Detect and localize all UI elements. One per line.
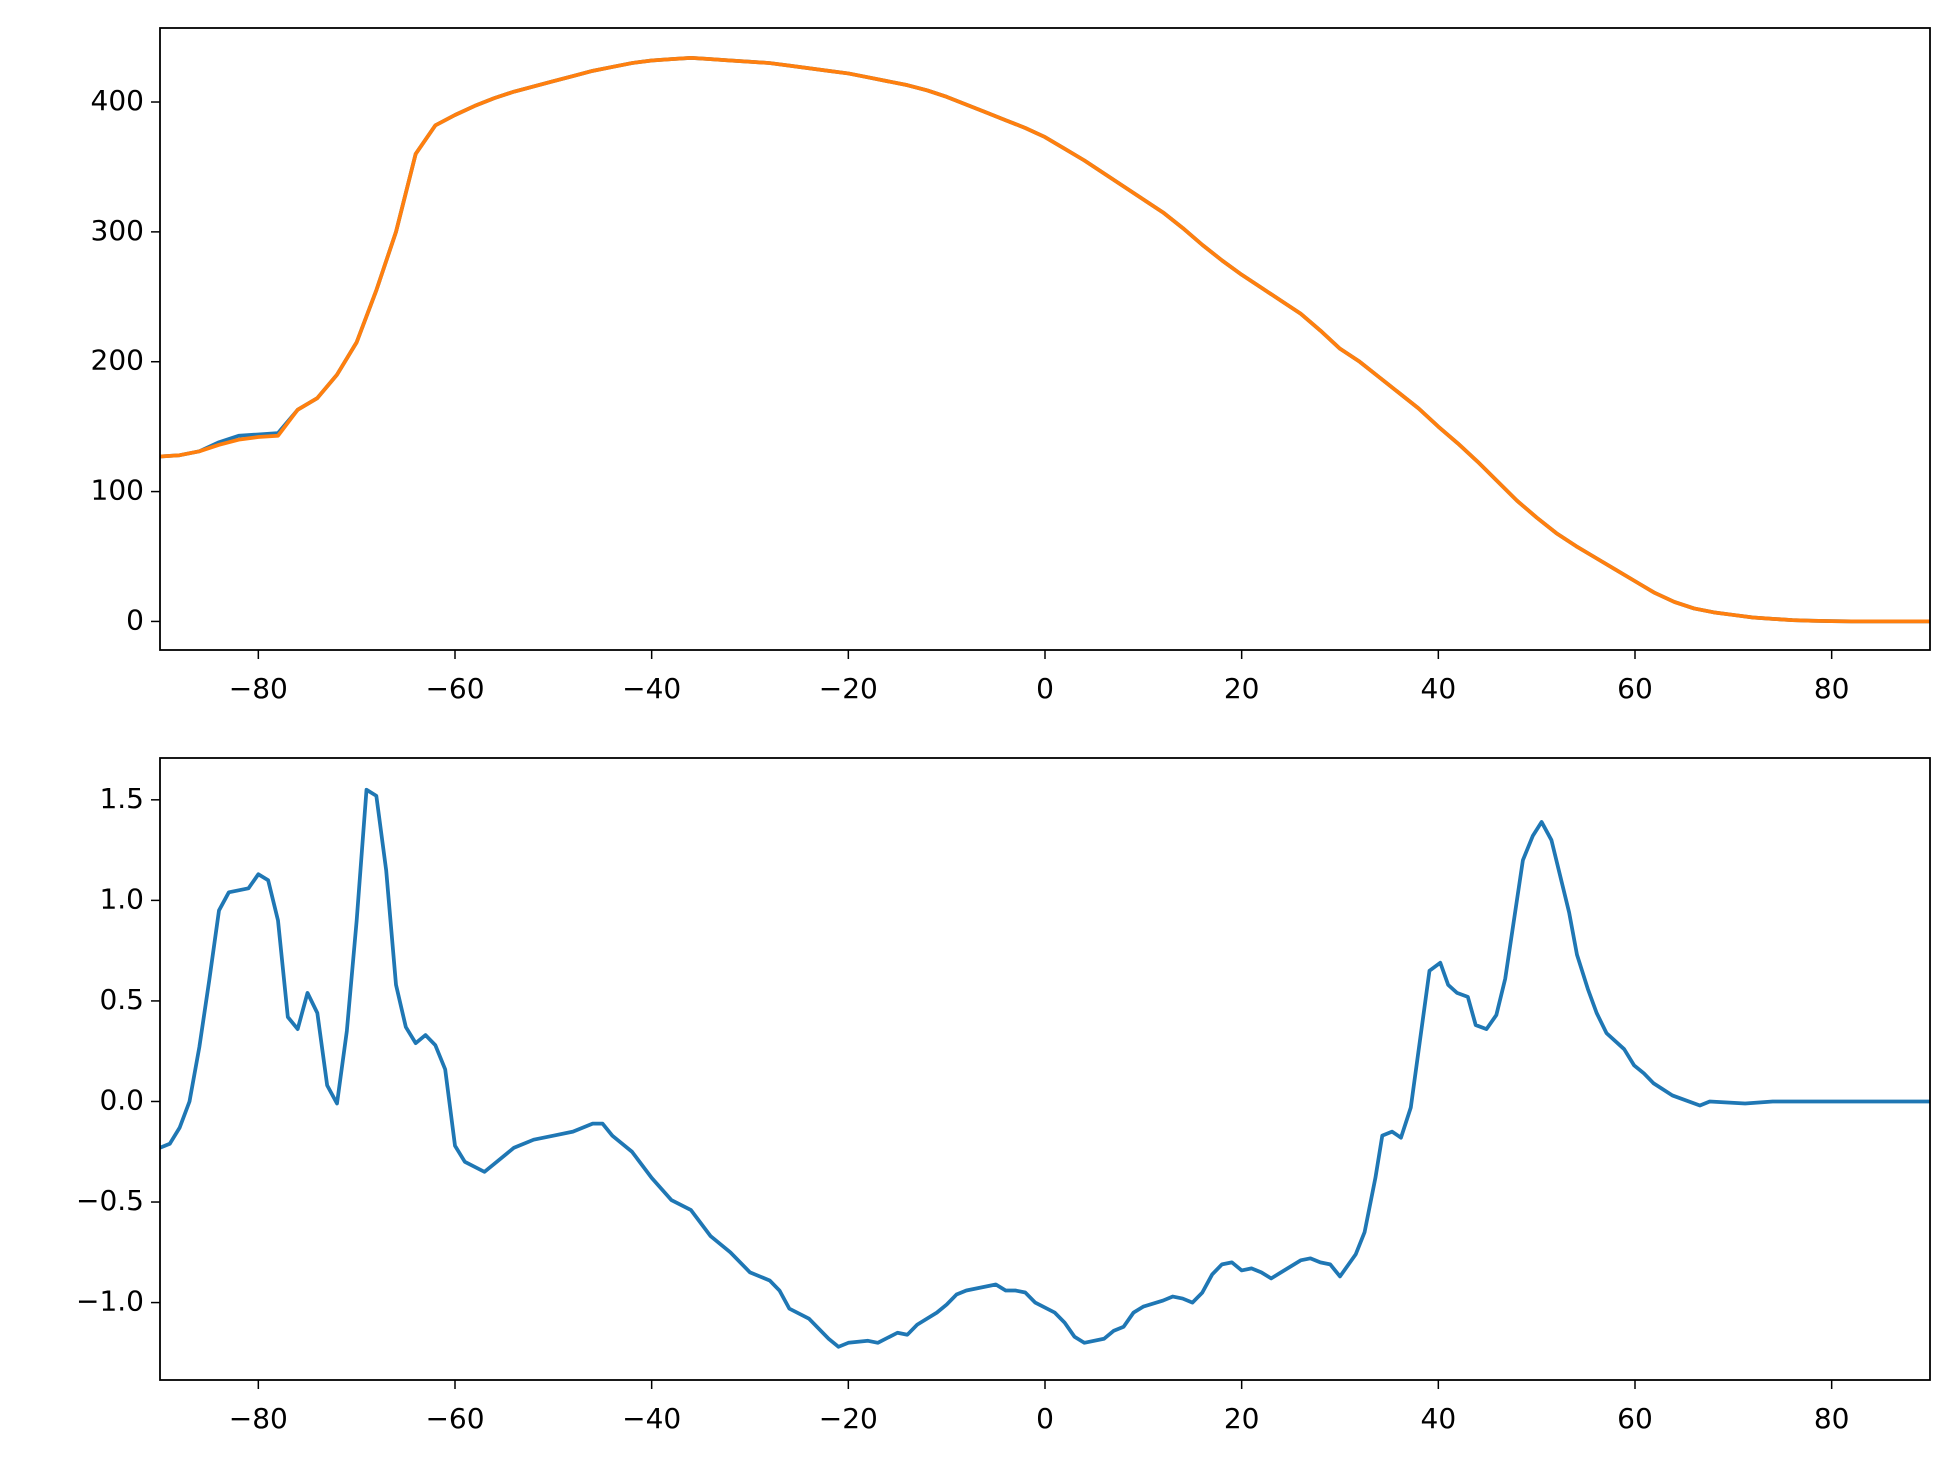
- y-tick-label: −0.5: [76, 1184, 144, 1217]
- x-tick-label: 0: [1036, 1402, 1054, 1435]
- y-tick-label: 300: [91, 214, 144, 247]
- y-tick-label: 1.5: [99, 782, 144, 815]
- x-tick-label: −20: [819, 672, 878, 705]
- axes-frame: [159, 757, 1931, 1381]
- x-tick-label: 60: [1617, 1402, 1653, 1435]
- y-tick-label: −1.0: [76, 1285, 144, 1318]
- x-tick-label: −80: [229, 1402, 288, 1435]
- x-tick-label: −60: [425, 1402, 484, 1435]
- data-line: [160, 787, 1930, 1349]
- axes-frame: [159, 27, 1931, 651]
- y-tick-label: 1.0: [99, 882, 144, 915]
- x-tick-label: 60: [1617, 672, 1653, 705]
- x-tick-label: −40: [622, 672, 681, 705]
- x-tick-label: 40: [1421, 1402, 1457, 1435]
- data-line: [160, 55, 1930, 624]
- x-tick-label: 80: [1814, 1402, 1850, 1435]
- y-tick-label: 0.0: [99, 1083, 144, 1116]
- x-tick-label: 80: [1814, 672, 1850, 705]
- x-tick-label: 0: [1036, 672, 1054, 705]
- y-tick-label: 200: [91, 344, 144, 377]
- x-tick-label: 20: [1224, 672, 1260, 705]
- y-tick-label: 400: [91, 84, 144, 117]
- x-tick-label: −60: [425, 672, 484, 705]
- y-tick-label: 100: [91, 474, 144, 507]
- x-tick-label: 20: [1224, 1402, 1260, 1435]
- y-tick-label: 0: [126, 603, 144, 636]
- x-tick-label: −20: [819, 1402, 878, 1435]
- x-tick-label: −80: [229, 672, 288, 705]
- x-tick-label: 40: [1421, 672, 1457, 705]
- y-tick-label: 0.5: [99, 983, 144, 1016]
- x-tick-label: −40: [622, 1402, 681, 1435]
